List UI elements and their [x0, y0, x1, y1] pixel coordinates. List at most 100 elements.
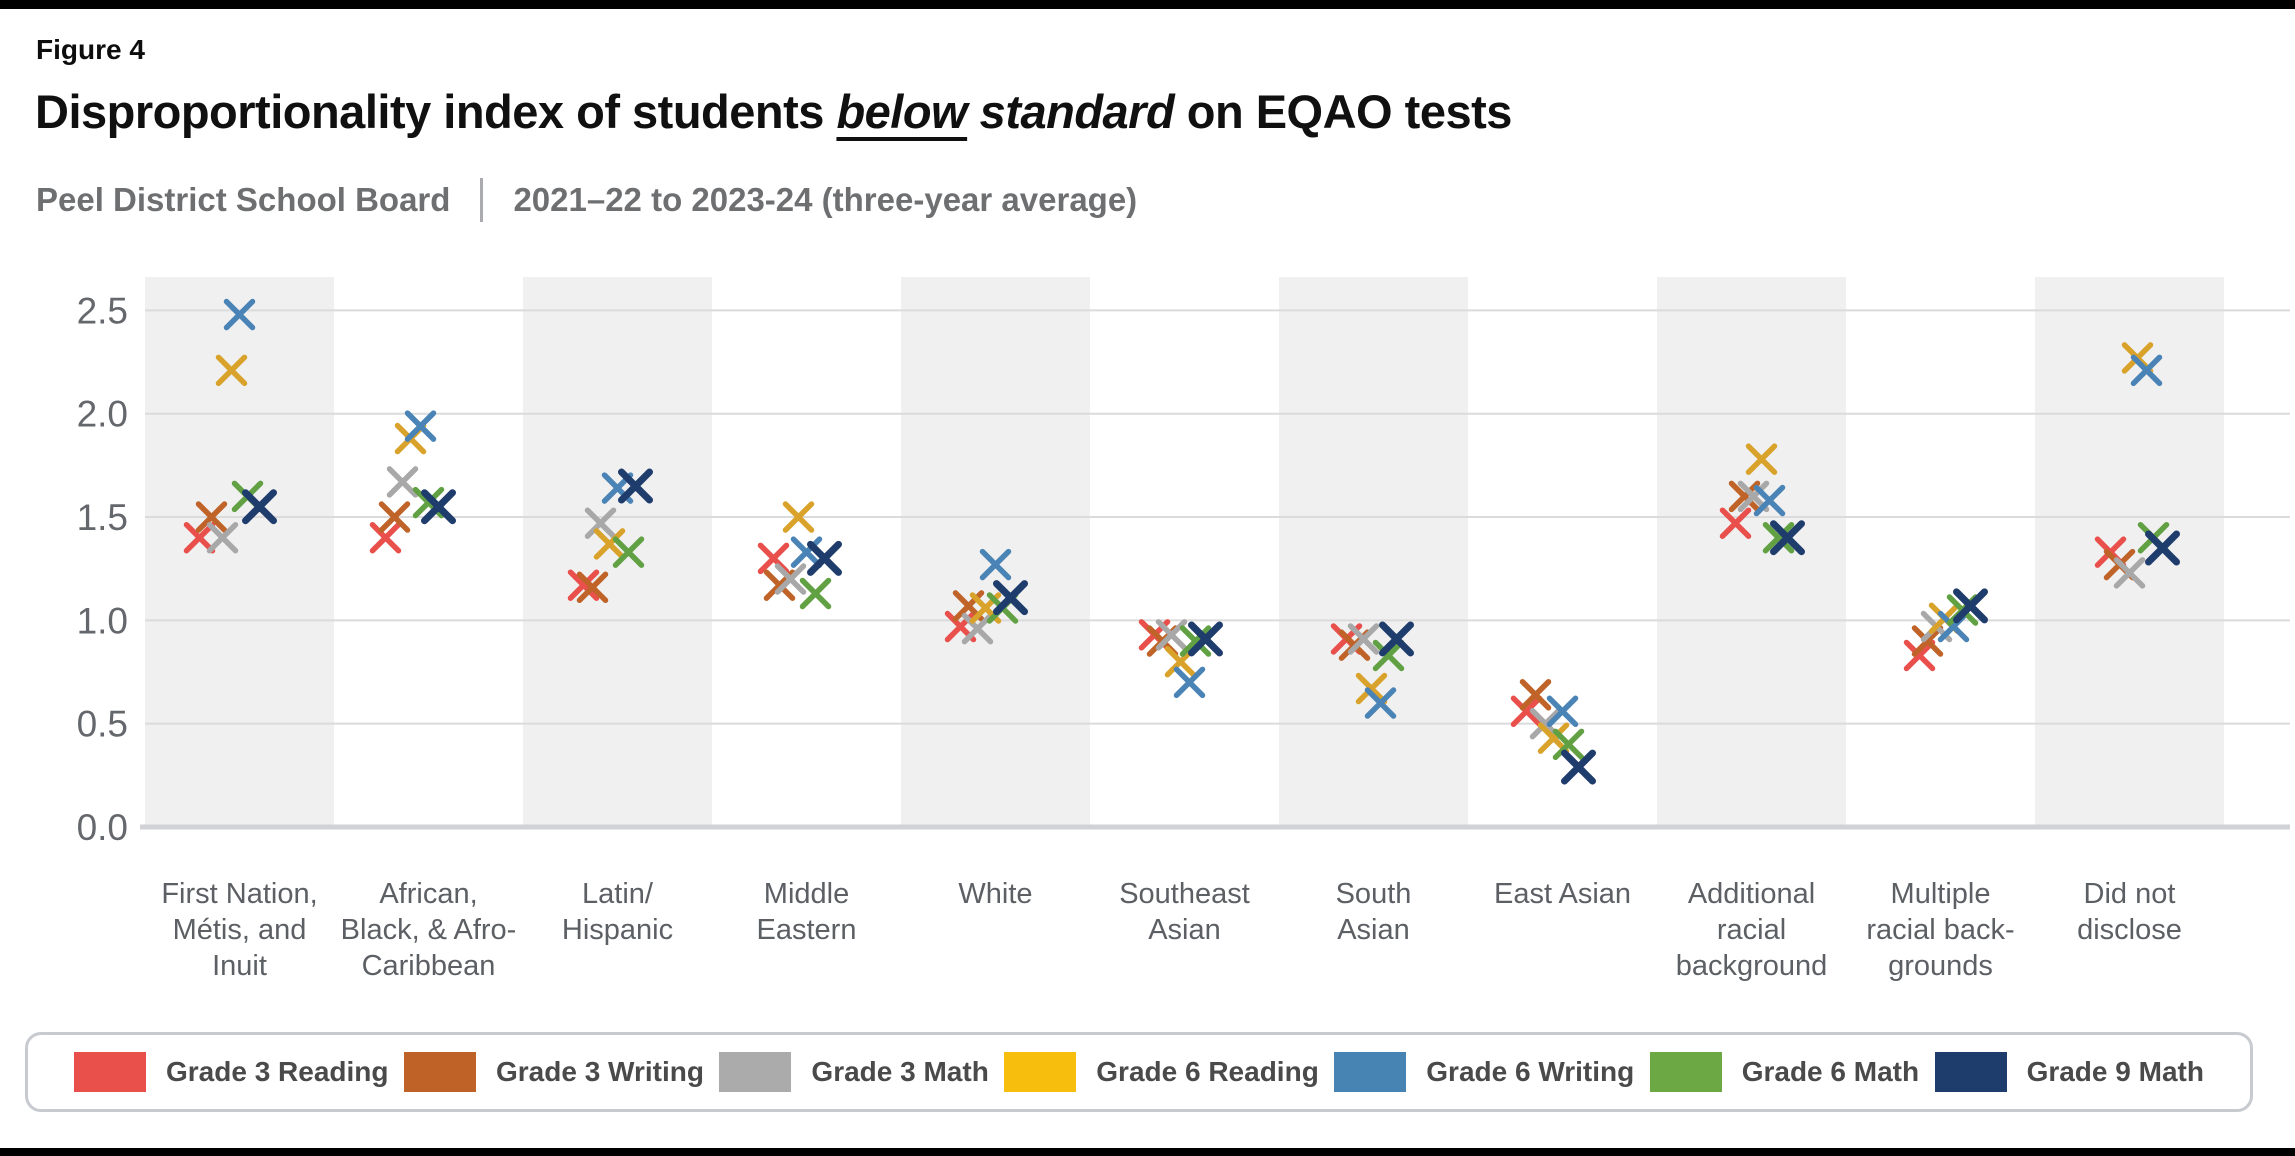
data-point-marker	[404, 410, 437, 442]
category-label-line: East Asian	[1494, 878, 1631, 910]
legend-label: Grade 3 Math	[811, 1056, 989, 1087]
data-point-marker	[576, 571, 609, 604]
data-point-marker	[1728, 480, 1761, 513]
y-tick-label: 2.0	[77, 394, 128, 435]
data-point-marker	[1379, 621, 1414, 657]
data-point-marker	[1911, 625, 1944, 657]
data-point-marker	[386, 466, 419, 498]
category-label-line: Multiple	[1891, 878, 1991, 910]
legend-label: Grade 9 Math	[2026, 1056, 2204, 1087]
chart-legend: Grade 3 Reading Grade 3 Writing Grade 3 Ma…	[25, 1032, 2253, 1112]
data-point-marker	[1561, 749, 1596, 785]
category-label-line: South	[1336, 878, 1412, 910]
legend-label: Grade 6 Writing	[1426, 1056, 1635, 1087]
data-point-marker	[1510, 695, 1543, 728]
data-point-marker	[807, 540, 842, 576]
category-label: First Nation, Métis, and Inuit	[161, 878, 317, 982]
data-point-marker	[1719, 507, 1752, 539]
category-label-line: grounds	[1888, 950, 1993, 982]
legend-item: Grade 3 Math	[719, 1052, 989, 1092]
title-below-emphasis: below	[836, 85, 968, 138]
category-label-line: Latin/	[582, 878, 654, 910]
data-point-marker	[2130, 354, 2163, 387]
legend-swatch	[74, 1052, 146, 1092]
category-label: Multiple racial back-grounds	[1866, 878, 2014, 982]
category-label-line: Caribbean	[362, 950, 496, 982]
data-point-marker	[618, 468, 653, 504]
category-label: Latin/Hispanic	[562, 878, 673, 946]
bottom-black-bar	[0, 1148, 2295, 1156]
data-point-marker	[421, 489, 456, 525]
column-band	[145, 277, 334, 827]
category-label: Southeast Asian	[1119, 878, 1250, 946]
y-tick-label: 2.5	[77, 290, 128, 331]
data-point-marker	[1753, 484, 1786, 517]
category-label-line: racial	[1717, 914, 1786, 946]
data-point-marker	[1519, 679, 1552, 711]
title-suffix: on EQAO tests	[1174, 85, 1513, 138]
data-point-marker	[1903, 639, 1936, 672]
category-label-line: background	[1676, 950, 1828, 982]
column-band	[901, 277, 1090, 827]
data-point-marker	[1372, 639, 1405, 672]
data-point-marker	[1953, 588, 1988, 624]
data-point-marker	[790, 536, 823, 568]
category-label: Middle Eastern	[757, 878, 857, 946]
category-label-line: African,	[379, 878, 477, 910]
legend-item: Grade 6 Writing	[1334, 1052, 1634, 1092]
data-point-marker	[993, 580, 1028, 616]
data-point-marker	[2113, 557, 2146, 589]
data-point-marker	[782, 501, 815, 533]
category-label-line: Métis, and	[173, 914, 307, 946]
legend-swatch	[1334, 1052, 1407, 1092]
data-point-marker	[584, 507, 617, 539]
data-point-marker	[567, 569, 600, 601]
legend-item: Grade 9 Math	[1934, 1052, 2204, 1092]
legend-swatch	[719, 1052, 792, 1092]
chart-subtitle: Peel District School Board 2021–22 to 20…	[36, 178, 1137, 222]
category-label-line: racial back-	[1866, 914, 2014, 946]
data-point-marker	[1745, 443, 1778, 475]
title-standard-emphasis: standard	[967, 85, 1175, 138]
y-tick-label: 0.5	[77, 704, 128, 745]
legend-label: Grade 6 Reading	[1096, 1056, 1319, 1087]
category-label: White	[958, 878, 1032, 910]
school-board-name: Peel District School Board	[36, 181, 451, 218]
category-label: Additional racial background	[1676, 878, 1828, 982]
data-point-marker	[215, 354, 248, 387]
data-point-marker	[242, 489, 277, 525]
data-point-marker	[378, 501, 411, 533]
data-point-marker	[1546, 695, 1579, 728]
y-tick-label: 1.0	[77, 600, 128, 641]
scatter-chart: 0.0 0.5 1.0 1.5 2.0 2.5 First Nation, Métis, an…	[77, 277, 2290, 982]
data-point-marker	[1347, 623, 1380, 655]
data-point-marker	[612, 536, 645, 568]
data-point-marker	[1179, 625, 1212, 657]
page-title: Disproportionality index of students bel…	[35, 84, 1512, 139]
data-point-marker	[1552, 728, 1585, 761]
legend-swatch	[403, 1052, 476, 1092]
category-label-line: Black, & Afro-	[341, 914, 517, 946]
legend-item: Grade 6 Math	[1649, 1052, 1919, 1092]
data-point-marker	[1173, 666, 1206, 699]
legend-swatch	[1934, 1052, 2007, 1092]
y-tick-label: 1.5	[77, 497, 128, 538]
title-prefix: Disproportionality index of students	[35, 85, 837, 138]
legend-label: Grade 3 Reading	[166, 1056, 389, 1087]
category-label-line: Eastern	[757, 914, 857, 946]
category-label: South Asian	[1336, 878, 1412, 946]
legend-item: Grade 3 Writing	[403, 1052, 704, 1092]
category-label-line: Did not	[2084, 878, 2176, 910]
data-point-marker	[1762, 521, 1795, 554]
data-point-marker	[1155, 619, 1188, 651]
column-band	[1657, 277, 1846, 827]
category-label-line: Inuit	[212, 950, 267, 982]
data-point-marker	[1364, 687, 1397, 719]
category-label-line: Middle	[764, 878, 849, 910]
data-point-marker	[1355, 672, 1388, 705]
y-tick-label: 0.0	[77, 807, 128, 848]
legend-item: Grade 3 Reading	[74, 1052, 389, 1092]
data-point-marker	[223, 298, 256, 331]
data-point-marker	[799, 577, 832, 610]
